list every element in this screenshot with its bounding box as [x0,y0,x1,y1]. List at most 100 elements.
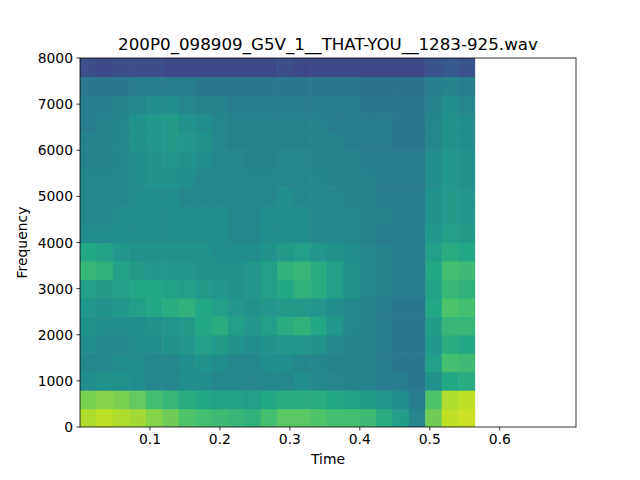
cell [113,335,130,354]
cell [425,76,442,95]
cell [212,316,229,335]
cell [442,150,459,169]
cell [261,169,278,188]
cell [96,409,113,427]
cell [212,335,229,354]
cell [129,224,146,243]
cell [359,132,376,151]
cell [129,169,146,188]
cell [195,316,212,335]
cell [392,279,409,298]
cell [277,95,294,114]
x-tick [429,427,430,431]
cell [80,335,97,354]
cell [327,76,344,95]
cell [228,95,245,114]
cell [343,335,360,354]
cell [261,353,278,372]
cell [409,113,426,132]
cell [277,409,294,427]
cell [425,132,442,151]
chart: 0.10.20.30.40.50.60100020003000400050006… [0,0,640,480]
cell [327,224,344,243]
cell [179,335,196,354]
cell [179,58,196,77]
cell [80,316,97,335]
y-tick-label: 5000 [38,188,73,204]
cell [228,113,245,132]
cell [179,76,196,95]
cell [376,353,393,372]
cell [129,279,146,298]
cell [261,150,278,169]
cell [277,113,294,132]
cell [327,95,344,114]
cell [310,261,327,280]
cell [409,243,426,262]
y-tick [77,334,81,335]
cell [244,298,261,317]
cell [409,58,426,77]
cell [425,409,442,427]
cell [146,58,163,77]
cell [80,150,97,169]
cell [96,298,113,317]
cell [244,261,261,280]
cell [146,316,163,335]
cell [343,353,360,372]
cell [212,224,229,243]
cell [458,58,475,77]
cell [244,150,261,169]
cell [113,243,130,262]
y-tick-label: 4000 [38,235,73,251]
cell [343,187,360,206]
cell [392,243,409,262]
cell [146,150,163,169]
cell [442,113,459,132]
cell [244,409,261,427]
cell [179,372,196,391]
cell [96,224,113,243]
cell [195,243,212,262]
y-tick [77,380,81,381]
cell [113,58,130,77]
cell [343,58,360,77]
cell [327,409,344,427]
cell [195,187,212,206]
cell [277,261,294,280]
cell [310,316,327,335]
cell [458,279,475,298]
cell [458,206,475,225]
cell [261,390,278,409]
cell [458,390,475,409]
cell [442,261,459,280]
cell [425,372,442,391]
cell [425,316,442,335]
cell [294,390,311,409]
cell [129,76,146,95]
cell [129,243,146,262]
cell [343,132,360,151]
cell [146,169,163,188]
cell [113,187,130,206]
cell [409,150,426,169]
cell [359,187,376,206]
cell [442,243,459,262]
cell [113,298,130,317]
cell [327,243,344,262]
cell [162,76,179,95]
cell [376,150,393,169]
cell [359,58,376,77]
cell [376,279,393,298]
cell [458,95,475,114]
x-tick-label: 0.3 [279,431,301,447]
y-tick [77,288,81,289]
cell [96,95,113,114]
y-tick-label: 6000 [38,142,73,158]
cell [80,298,97,317]
cell [96,335,113,354]
cell [277,316,294,335]
cell [425,224,442,243]
cell [195,409,212,427]
y-tick [77,58,81,59]
